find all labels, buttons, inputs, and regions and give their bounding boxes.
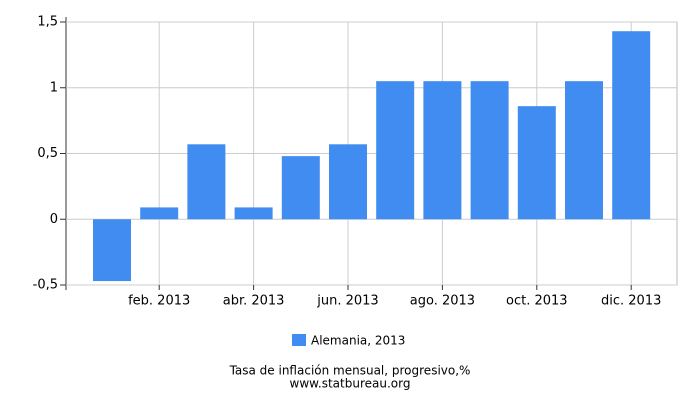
bar xyxy=(517,106,556,220)
bar xyxy=(93,219,131,282)
y-tick-label: 0,5 xyxy=(37,146,58,161)
x-tick-label: oct. 2013 xyxy=(506,294,568,309)
source: www.statbureau.org xyxy=(290,377,411,391)
bar xyxy=(234,207,273,220)
y-tick-label: 1 xyxy=(50,80,58,95)
x-tick-label: jun. 2013 xyxy=(316,294,378,309)
x-tick-label: feb. 2013 xyxy=(128,294,190,309)
x-tick-label: ago. 2013 xyxy=(410,294,475,309)
bar xyxy=(281,156,320,220)
bar xyxy=(376,81,415,220)
y-tick-label: 1,5 xyxy=(37,15,58,30)
bar xyxy=(470,81,509,220)
bar xyxy=(187,144,226,220)
bar xyxy=(140,207,179,220)
y-tick-label: -0,5 xyxy=(33,278,58,293)
y-tick-label: 0 xyxy=(50,212,58,227)
bar xyxy=(329,144,367,220)
chart-title: Tasa de inflación mensual, progresivo,% xyxy=(229,364,471,378)
bar xyxy=(612,31,651,220)
bar xyxy=(423,81,462,220)
legend-label: Alemania, 2013 xyxy=(311,334,405,348)
x-tick-label: dic. 2013 xyxy=(601,294,661,309)
x-tick-label: abr. 2013 xyxy=(223,294,285,309)
bar xyxy=(565,81,603,220)
legend-swatch xyxy=(292,334,306,346)
